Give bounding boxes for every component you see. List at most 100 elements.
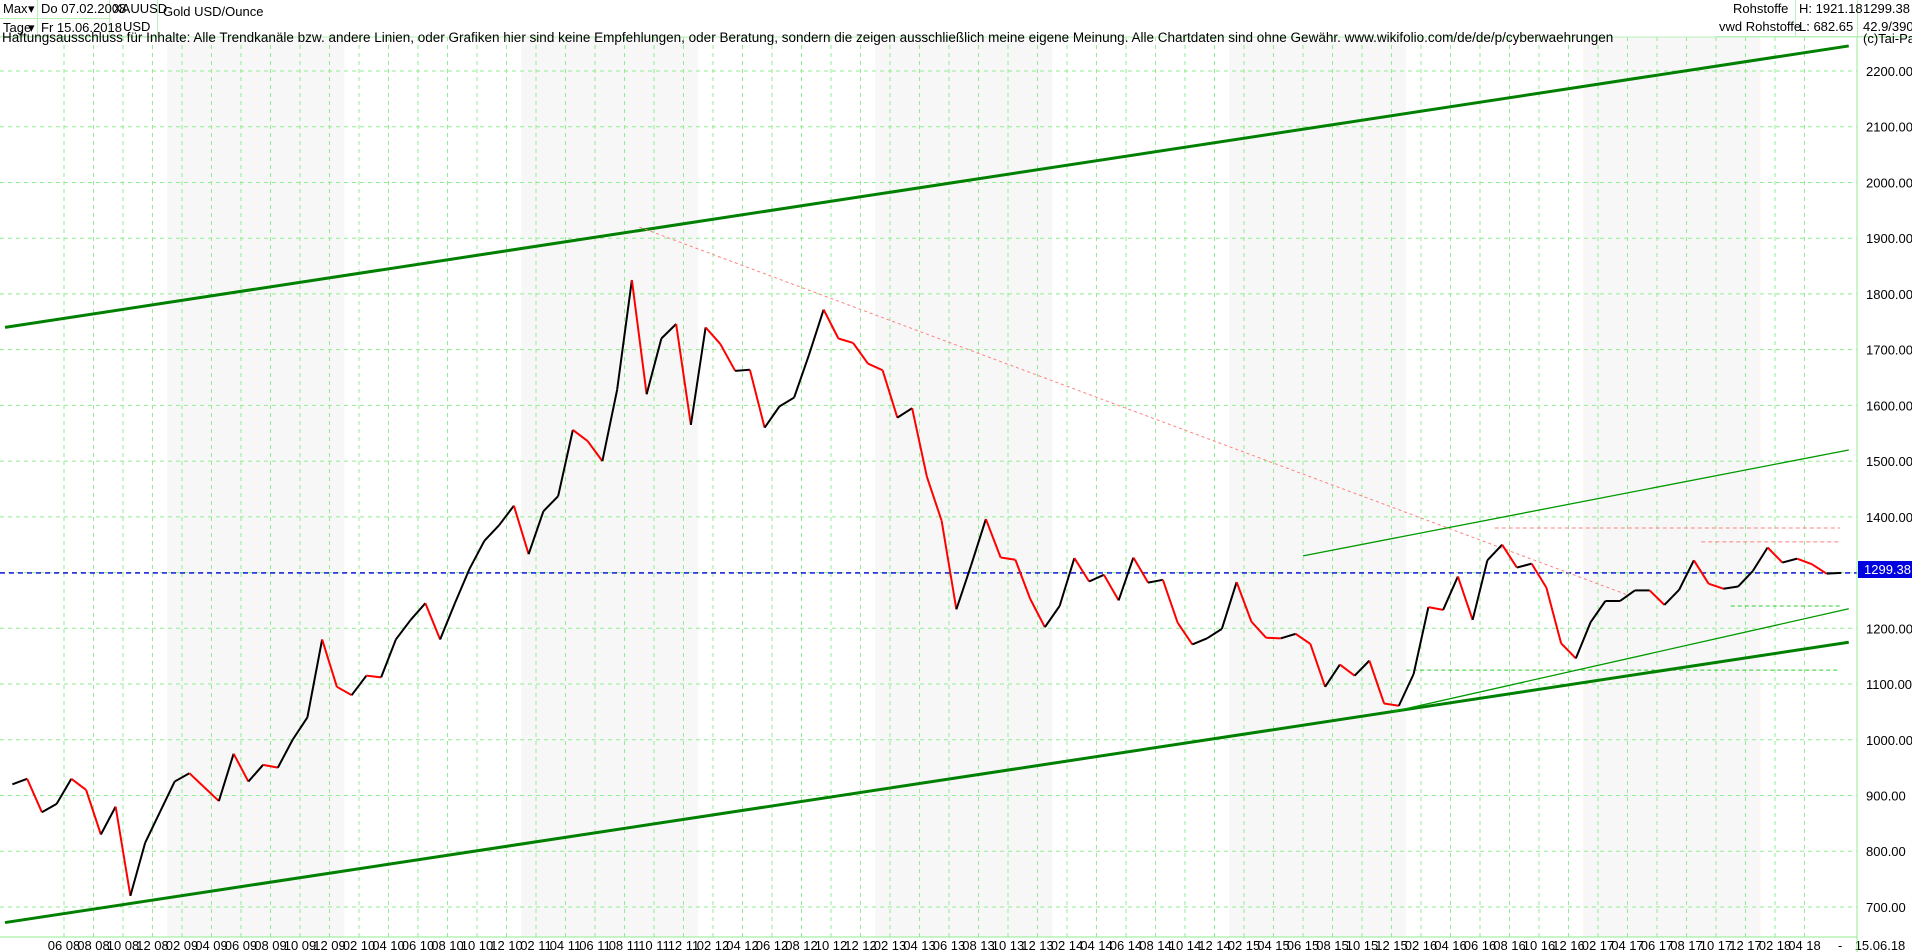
high-value: H: 1921.18 xyxy=(1799,1,1863,16)
price-segment xyxy=(1117,557,1135,601)
price-segment xyxy=(1560,642,1577,660)
price-segment xyxy=(439,602,456,640)
source-2: vwd Rohstoffe xyxy=(1719,19,1802,34)
price-segment xyxy=(867,362,884,372)
price-segment xyxy=(1708,582,1724,590)
price-segment xyxy=(793,354,810,398)
price-segment xyxy=(1574,621,1592,659)
price-segment xyxy=(114,806,132,896)
horizontal-levels xyxy=(0,527,1857,671)
x-tick-label: 08 08 xyxy=(77,938,110,952)
interval-select[interactable]: Tage ▾ xyxy=(0,19,38,37)
price-segment xyxy=(940,520,958,610)
price-segment xyxy=(468,540,486,570)
year-band xyxy=(167,37,345,937)
grid xyxy=(0,37,1857,937)
x-tick-label: 06 17 xyxy=(1641,938,1674,952)
price-segment xyxy=(70,777,87,791)
price-segment xyxy=(1412,606,1430,675)
price-segment xyxy=(542,495,559,512)
price-segment xyxy=(380,639,397,678)
x-tick-label: 08 14 xyxy=(1139,938,1172,952)
price-segment xyxy=(26,778,43,813)
price-segment xyxy=(1648,589,1666,606)
x-tick-label: 04 14 xyxy=(1080,938,1113,952)
price-segment xyxy=(1191,637,1208,646)
y-tick-label: 1000.00 xyxy=(1866,733,1912,748)
x-tick-label: 10 15 xyxy=(1346,938,1379,952)
price-segment xyxy=(483,524,500,542)
price-segment xyxy=(719,343,737,372)
price-segment xyxy=(1280,632,1296,640)
price-segment xyxy=(645,338,663,395)
x-tick-label: 10 11 xyxy=(638,938,670,952)
instrument-name: Gold USD/Ounce xyxy=(163,4,264,19)
y-tick-label: 1600.00 xyxy=(1866,398,1912,413)
x-tick-label: 06 16 xyxy=(1464,938,1497,952)
price-segment xyxy=(512,505,530,555)
y-tick-label: 1500.00 xyxy=(1866,454,1912,469)
price-segment xyxy=(630,279,648,395)
x-tick-label: 10 17 xyxy=(1700,938,1733,952)
price-segment xyxy=(1339,663,1356,677)
date-from[interactable]: Do 07.02.2008 xyxy=(38,0,126,19)
price-segment xyxy=(424,602,442,640)
x-tick-label: 04 11 xyxy=(550,938,582,952)
x-tick-label: 06 13 xyxy=(933,938,966,952)
price-segment xyxy=(174,772,190,783)
trend-line-thin xyxy=(1302,449,1849,557)
price-segment xyxy=(984,518,1002,558)
trend-lines xyxy=(4,44,1849,925)
x-tick-label: 12 08 xyxy=(136,938,169,952)
chevron-down-icon: ▾ xyxy=(28,20,35,35)
price-segment xyxy=(99,806,117,835)
price-segment xyxy=(1353,659,1371,677)
price-segment xyxy=(453,568,471,604)
range-select-label: Max xyxy=(3,1,28,16)
last-box: 1299.38 42.9/390.2 xyxy=(1858,0,1912,37)
y-tick-label: 800.00 xyxy=(1866,844,1906,859)
x-tick-label: 02 15 xyxy=(1228,938,1261,952)
price-segment xyxy=(763,405,781,429)
price-segment xyxy=(158,781,176,813)
date-to[interactable]: Fr 15.06.2018 xyxy=(38,19,122,37)
price-segment xyxy=(129,842,147,897)
year-band xyxy=(1229,37,1407,937)
x-tick-label: 08 15 xyxy=(1316,938,1349,952)
price-segment xyxy=(409,602,427,621)
y-tick-label: 1700.00 xyxy=(1866,343,1912,358)
price-segment xyxy=(1428,606,1444,611)
price-segment xyxy=(1723,585,1739,590)
x-tick-label: 08 11 xyxy=(609,938,641,952)
price-segment xyxy=(12,777,28,786)
range-select[interactable]: Max ▾ xyxy=(0,0,38,19)
x-tick-label: 12 15 xyxy=(1375,938,1408,952)
year-bands xyxy=(167,37,1761,937)
price-segment xyxy=(1782,557,1798,564)
current-price-label: 1299.38 xyxy=(1858,561,1912,578)
y-axis-labels: 700.00 800.00 900.00 1000.00 1100.00 1200.00 1… xyxy=(1866,64,1912,915)
price-segment xyxy=(203,786,220,802)
price-series xyxy=(12,279,1842,897)
x-tick-label: 04 18 xyxy=(1788,938,1821,952)
price-segment xyxy=(262,763,279,769)
price-segment xyxy=(217,753,235,802)
y-tick-label: 2100.00 xyxy=(1866,120,1912,135)
x-tick-label: 06 14 xyxy=(1110,938,1143,952)
price-segment xyxy=(1826,571,1842,575)
symbol: XAUUSD xyxy=(113,1,168,16)
price-segment xyxy=(1397,673,1415,707)
price-segment xyxy=(572,429,589,442)
price-segment xyxy=(85,789,102,835)
price-segment xyxy=(1486,544,1503,561)
price-segment xyxy=(1206,628,1223,640)
y-tick-label: 1400.00 xyxy=(1866,510,1912,525)
price-segment xyxy=(276,739,294,769)
price-segment xyxy=(1501,544,1518,569)
price-segment xyxy=(1324,663,1341,688)
price-segment xyxy=(1678,559,1695,591)
x-tick-label: 08 10 xyxy=(431,938,464,952)
x-tick-label: 06 09 xyxy=(225,938,258,952)
x-tick-label: 06 15 xyxy=(1287,938,1320,952)
